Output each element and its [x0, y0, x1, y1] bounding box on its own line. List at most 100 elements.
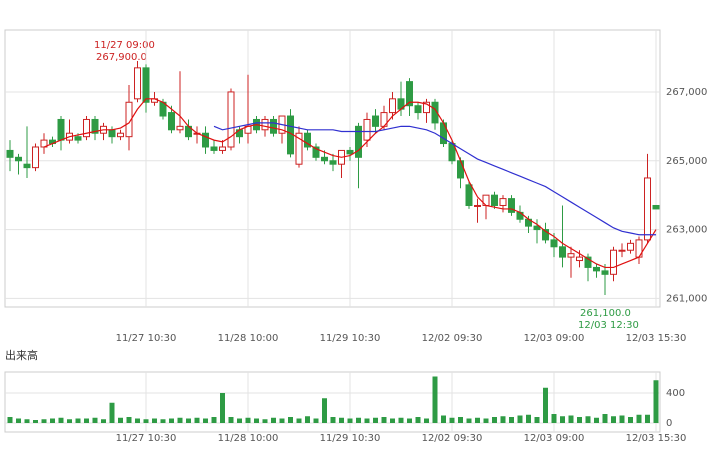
- volume-bar: [381, 417, 387, 423]
- candle-body: [431, 101, 439, 124]
- volume-bar: [534, 417, 540, 423]
- volume-bar: [449, 417, 455, 423]
- volume-bar: [84, 418, 89, 423]
- volume-bar: [177, 417, 183, 423]
- x-tick-label: 12/03 15:30: [626, 333, 687, 344]
- candle-body: [414, 105, 422, 114]
- volume-bar: [305, 416, 310, 423]
- volume-bar: [619, 415, 625, 423]
- volume-bar: [645, 414, 650, 423]
- low-time: 12/03 12:30: [578, 320, 639, 331]
- candle-body: [644, 177, 651, 241]
- candle-body: [346, 149, 354, 155]
- volume-bar: [211, 417, 217, 423]
- candle-body: [321, 156, 328, 162]
- candle-body: [652, 204, 660, 210]
- volume-bar: [356, 417, 361, 423]
- volume-title: 出来高: [5, 348, 38, 362]
- volume-bar: [75, 418, 81, 423]
- candle-body: [304, 132, 311, 148]
- volume-bar: [390, 418, 395, 423]
- volume-bar: [483, 418, 489, 423]
- volume-bar: [288, 417, 293, 423]
- candle-body: [423, 101, 430, 114]
- volume-bar: [67, 419, 72, 423]
- volume-bar: [602, 414, 608, 423]
- candle-body: [550, 239, 558, 248]
- x-tick-label: 12/03 15:30: [626, 433, 687, 444]
- volume-bar: [551, 414, 557, 423]
- x-tick-label: 11/28 10:00: [218, 433, 279, 444]
- candle-body: [227, 91, 235, 148]
- volume-bar: [407, 418, 412, 423]
- candle-body: [474, 204, 481, 207]
- candle-body: [176, 125, 184, 131]
- low-value: 261,100.0: [580, 308, 631, 319]
- volume-bar: [126, 417, 132, 423]
- candle-body: [457, 160, 464, 179]
- candle-body: [210, 146, 218, 151]
- volume-bar: [50, 418, 55, 423]
- candle-body: [533, 225, 541, 231]
- y-tick-label: 0: [666, 418, 672, 429]
- high-time: 11/27 09:00: [94, 40, 155, 51]
- volume-bar: [594, 417, 599, 423]
- candle-body: [593, 266, 600, 272]
- volume-bar: [33, 420, 38, 423]
- candle-body: [601, 270, 609, 275]
- volume-bar: [41, 419, 47, 423]
- candle-body: [91, 118, 99, 134]
- volume-bar: [364, 418, 370, 423]
- price-frame: [4, 29, 661, 308]
- candle-body: [168, 112, 175, 131]
- y-tick-label: 267,000: [666, 87, 707, 98]
- volume-bar: [118, 417, 123, 423]
- volume-bar: [424, 418, 429, 423]
- volume-bar: [16, 418, 21, 423]
- volume-bar: [237, 418, 242, 423]
- volume-bar: [169, 418, 174, 423]
- candle-body: [83, 118, 90, 138]
- candle-body: [15, 156, 22, 162]
- volume-bar: [24, 419, 30, 423]
- moving-average-line: [213, 122, 656, 236]
- volume-bar: [509, 417, 514, 423]
- volume-bar: [339, 417, 344, 423]
- candle-body: [6, 149, 14, 158]
- volume-bar: [296, 418, 302, 423]
- candle-body: [117, 132, 124, 138]
- volume-bar: [543, 387, 548, 423]
- candle-body: [389, 98, 396, 114]
- y-tick-label: 261,000: [666, 293, 707, 304]
- candle-body: [134, 67, 141, 100]
- candle-body: [559, 246, 566, 258]
- volume-bar: [228, 417, 234, 423]
- volume-bar: [611, 416, 616, 423]
- volume-bar: [143, 419, 149, 423]
- x-tick-label: 12/02 09:30: [422, 433, 483, 444]
- volume-bar: [220, 393, 225, 423]
- candle-body: [355, 125, 362, 158]
- candle-body: [295, 132, 303, 165]
- candle-body: [542, 229, 549, 241]
- y-tick-label: 263,000: [666, 225, 707, 236]
- volume-bar: [254, 418, 259, 423]
- volume-bar: [58, 417, 64, 423]
- volume-bar: [313, 418, 319, 423]
- candle-body: [465, 184, 473, 206]
- volume-bar: [398, 417, 404, 423]
- x-tick-label: 11/29 10:30: [320, 333, 381, 344]
- candle-body: [202, 132, 209, 148]
- candle-body: [499, 198, 507, 206]
- volume-bar: [135, 418, 140, 423]
- volume-bar: [653, 380, 659, 423]
- candle-body: [584, 256, 592, 268]
- volume-bar: [441, 415, 446, 423]
- x-tick-label: 12/02 09:30: [422, 333, 483, 344]
- candle-body: [23, 163, 31, 169]
- y-tick-label: 265,000: [666, 156, 707, 167]
- candle-body: [372, 115, 379, 127]
- volume-bar: [92, 417, 98, 423]
- volume-bar: [271, 417, 276, 423]
